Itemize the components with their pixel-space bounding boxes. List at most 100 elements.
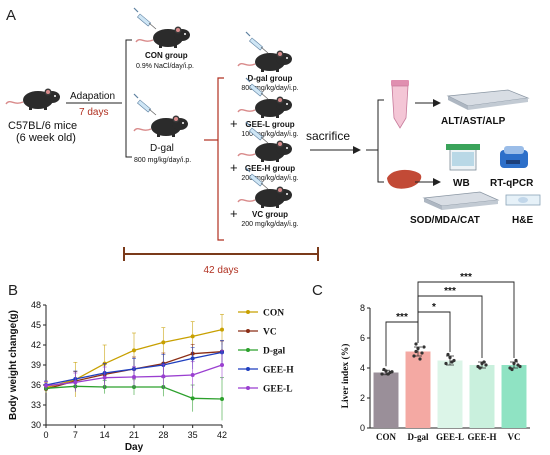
data-point	[420, 351, 424, 355]
data-point	[386, 372, 390, 376]
data-point	[482, 360, 486, 364]
timeline-label: 42 days	[203, 265, 238, 276]
mouse-icon	[237, 185, 293, 209]
bar-vc	[501, 365, 527, 428]
y-tick-label: 33	[31, 400, 41, 410]
group-title: GEE-H group	[245, 164, 295, 173]
mouse-icon	[237, 139, 293, 163]
data-point	[422, 345, 426, 349]
wb-label: WB	[453, 178, 470, 189]
data-point	[448, 355, 452, 360]
data-point	[510, 367, 514, 372]
significance-label: ***	[444, 286, 456, 297]
data-point	[444, 361, 448, 366]
legend-marker	[246, 329, 250, 333]
liver-assay-label: SOD/MDA/CAT	[410, 215, 480, 226]
panel-b: B 30 33 36 39 42 45 48 0 7 14 21 28 35 42 Day Body weig…	[8, 282, 294, 453]
mouse-icon	[135, 25, 191, 49]
data-point	[450, 360, 454, 364]
qpcr-label: RT-qPCR	[490, 178, 534, 189]
bar-gee-l	[437, 360, 463, 428]
syringe-icon	[245, 31, 269, 54]
adaptation-label: Adapation	[70, 91, 115, 102]
dgal-model-dose: 800 mg/kg/day/i.p.	[134, 157, 191, 164]
data-point	[414, 349, 418, 354]
bar-gee-h	[469, 365, 495, 428]
x-tick-label: GEE-L	[436, 432, 464, 442]
panel-c: C 0 2 4 6 8 Liver index (%) CON D-gal GEE-L GEE-H…	[312, 272, 530, 442]
data-point	[190, 356, 195, 361]
plus-sign: +	[230, 160, 238, 175]
x-tick-label: 14	[100, 430, 110, 440]
data-point	[514, 358, 518, 363]
mouse-icon	[237, 49, 293, 73]
x-tick-label: 35	[188, 430, 198, 440]
data-point	[102, 375, 107, 380]
legend-marker	[246, 310, 250, 314]
data-point	[412, 354, 416, 358]
data-point	[382, 367, 386, 372]
con-group-title: CON group	[145, 51, 188, 60]
data-point	[161, 340, 166, 345]
mouse-icon	[237, 95, 293, 119]
x-tick-label: 42	[217, 430, 227, 440]
data-point	[512, 361, 516, 366]
x-tick-label: 28	[158, 430, 168, 440]
group-dose: 100 mg/kg/day/i.g.	[241, 131, 298, 138]
group-title: GEE-L group	[245, 120, 294, 129]
legend-marker	[246, 348, 250, 352]
plus-sign: +	[230, 206, 238, 221]
group-dose: 200 mg/kg/day/i.g.	[241, 175, 298, 182]
data-point	[220, 397, 224, 401]
x-tick-label: VC	[508, 432, 521, 442]
y-tick-label: 6	[360, 333, 365, 343]
legend-label: GEE-L	[263, 385, 293, 395]
mouse-age-label: (6 week old)	[16, 132, 76, 144]
x-tick-label: 21	[129, 430, 139, 440]
panel-a: A C57BL/6 mice (6 week old) Adapation 7 …	[5, 7, 541, 276]
legend-marker	[246, 386, 250, 390]
data-point	[161, 374, 166, 379]
data-point	[418, 357, 422, 361]
adaptation-days: 7 days	[79, 107, 108, 118]
data-point	[390, 370, 394, 374]
y-tick-label: 2	[360, 393, 365, 403]
y-tick-label: 36	[31, 380, 41, 390]
mouse-icon	[5, 87, 61, 111]
significance-label: ***	[396, 312, 408, 323]
y-tick-label: 4	[360, 363, 365, 373]
x-tick-label: GEE-H	[467, 432, 496, 442]
data-point	[132, 348, 136, 353]
legend-label: VC	[263, 328, 277, 338]
data-point	[73, 380, 78, 385]
x-axis-label: Day	[125, 442, 144, 453]
group-dose: 200 mg/kg/day/i.g.	[241, 221, 298, 228]
data-point	[446, 352, 450, 357]
con-group-dose: 0.9% NaCl/day/i.p.	[136, 63, 194, 70]
mouse-strain-label: C57BL/6 mice	[8, 120, 77, 132]
data-point	[190, 373, 195, 377]
data-point	[380, 372, 384, 376]
data-point	[220, 363, 224, 367]
liver-index-chart: 0 2 4 6 8 Liver index (%) CON D-gal GEE-L GEE-H VC…	[340, 272, 530, 442]
split-bracket	[125, 39, 132, 158]
panel-b-letter: B	[8, 282, 18, 299]
group-title: VC group	[252, 210, 288, 219]
qpcr-machine-icon	[500, 146, 528, 168]
data-point	[220, 327, 224, 332]
y-tick-label: 30	[31, 420, 41, 430]
sample-bracket	[377, 99, 384, 183]
y-tick-label: 42	[31, 340, 41, 350]
western-blot-icon	[446, 144, 480, 171]
group-bracket	[217, 77, 224, 241]
dgal-model-title: D-gal	[150, 143, 174, 154]
x-tick-label: CON	[376, 432, 397, 442]
y-axis-label: Body weight change(g)	[8, 310, 19, 420]
x-tick-label: 0	[43, 430, 48, 440]
y-tick-label: 0	[360, 423, 365, 433]
group-title: D-gal group	[248, 74, 293, 83]
microplate-icon	[446, 89, 530, 110]
sacrifice-label: sacrifice	[306, 129, 350, 143]
